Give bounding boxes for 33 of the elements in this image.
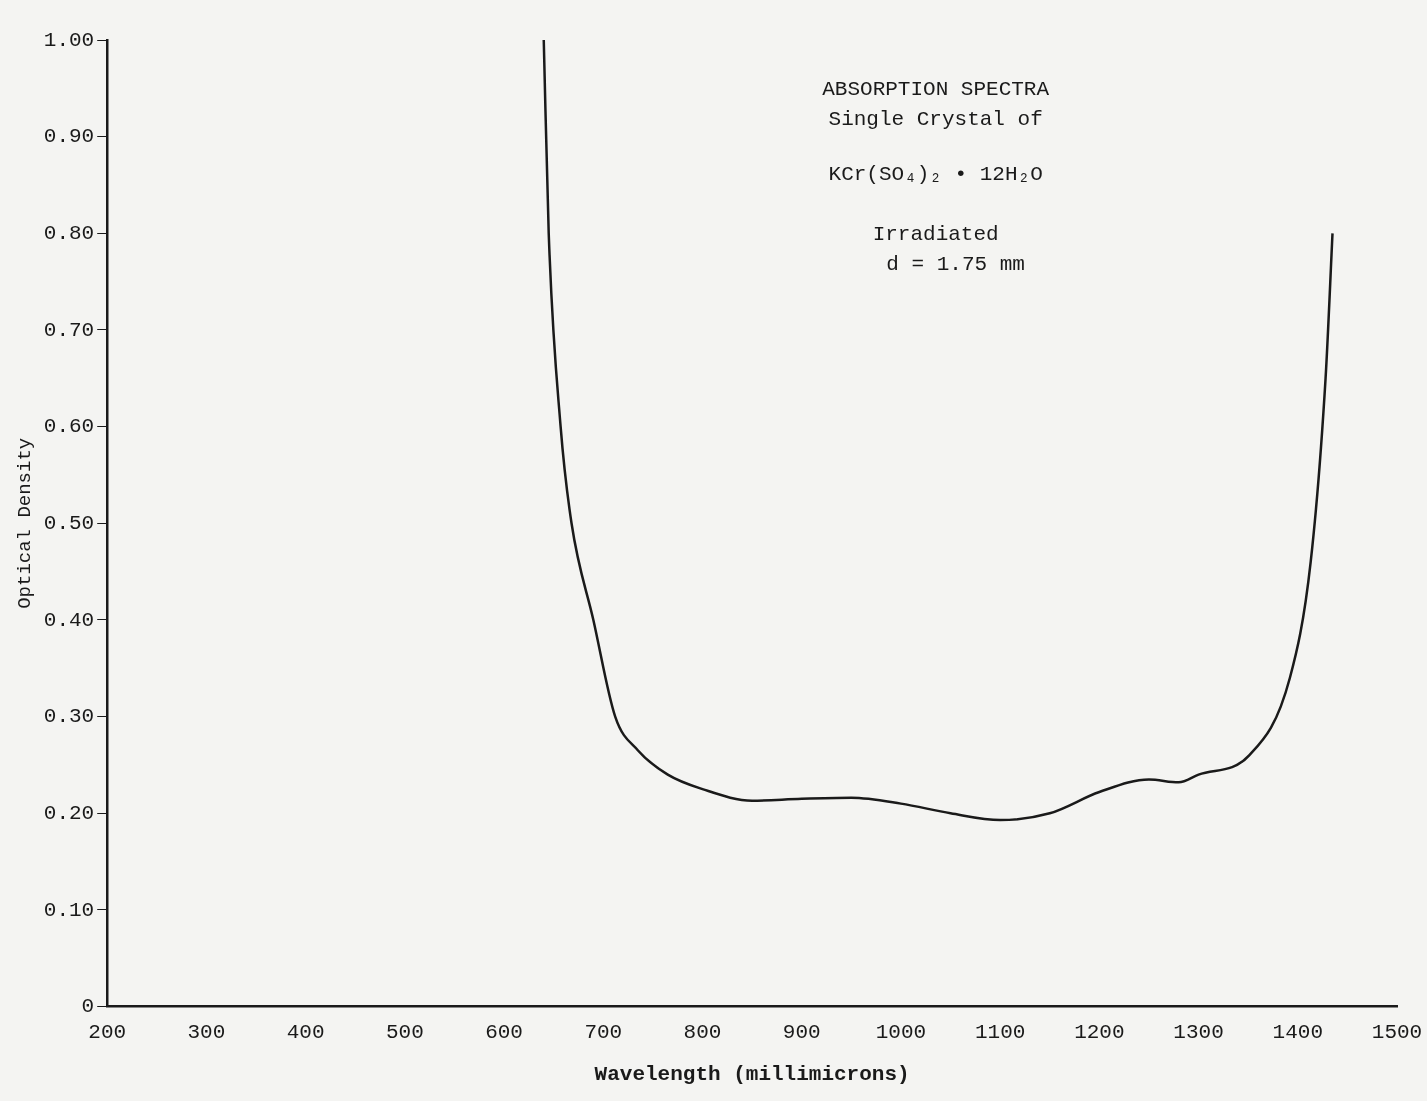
x-axis-title: Wavelength (millimicrons) xyxy=(594,1062,910,1086)
x-tick-label: 200 xyxy=(88,1020,127,1044)
x-tick-label: 700 xyxy=(584,1020,623,1044)
x-tick-label: 400 xyxy=(286,1020,325,1044)
y-tick-label: 0.90 xyxy=(43,125,95,149)
annotation: d = 1.75 mm xyxy=(886,253,1025,276)
x-tick-label: 600 xyxy=(485,1020,523,1044)
y-axis-title: Optical Density xyxy=(14,437,37,609)
text: ABSORPTION SPECTRA xyxy=(822,78,1050,101)
x-tick-label: 1500 xyxy=(1371,1020,1423,1044)
text: Single Crystal of xyxy=(828,108,1043,131)
y-tick-label: 0.10 xyxy=(43,898,95,922)
line-series xyxy=(542,40,1334,822)
x-tick-label: 300 xyxy=(187,1020,226,1044)
y-tick-label: 0.20 xyxy=(43,801,95,825)
y-tick-label: 0.60 xyxy=(43,415,95,439)
annotation: Irradiated xyxy=(872,223,999,246)
x-tick-label: 1000 xyxy=(875,1020,927,1044)
x-tick-label: 1400 xyxy=(1272,1020,1323,1044)
x-tick-label: 1200 xyxy=(1074,1020,1125,1044)
x-tick-label: 500 xyxy=(385,1020,424,1044)
y-tick-label: 0.30 xyxy=(43,705,95,729)
y-tick-label: 0.80 xyxy=(43,221,95,245)
y-tick-label: 1.00 xyxy=(43,28,95,52)
y-tick-label: 0 xyxy=(81,995,95,1019)
y-tick-label: 0.50 xyxy=(43,511,95,535)
y-tick-label: 0.70 xyxy=(43,318,95,342)
y-tick-label: 0.40 xyxy=(43,608,95,632)
annotation: KCr(SO₄)₂ • 12H₂O xyxy=(828,163,1043,186)
x-tick-label: 1300 xyxy=(1173,1020,1224,1044)
x-tick-label: 800 xyxy=(683,1020,722,1044)
x-tick-label: 900 xyxy=(782,1020,821,1044)
x-tick-label: 1100 xyxy=(974,1020,1026,1044)
